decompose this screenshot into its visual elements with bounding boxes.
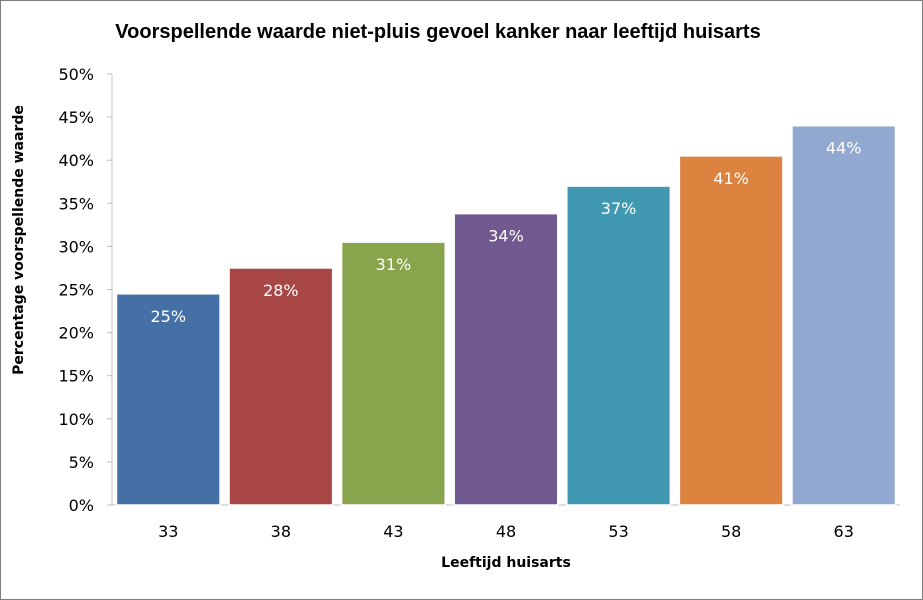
bar-43	[340, 241, 446, 506]
y-tick-label: 30%	[58, 237, 94, 256]
chart-title: Voorspellende waarde niet-pluis gevoel k…	[115, 21, 760, 43]
x-tick-label: 43	[383, 522, 403, 541]
y-tick-label: 45%	[58, 108, 94, 127]
bar-58	[678, 155, 784, 506]
x-tick-label: 53	[608, 522, 628, 541]
y-tick-label: 40%	[58, 151, 94, 170]
bar-data-label: 25%	[151, 307, 187, 326]
bar-data-label: 34%	[488, 227, 524, 246]
bars-group	[115, 124, 897, 506]
y-axis-ticks: 0% 5% 10% 15% 20% 25% 30% 35% 40% 45% 50%	[58, 65, 112, 515]
bar-data-label: 44%	[826, 139, 862, 158]
y-tick-label: 0%	[69, 496, 94, 515]
x-axis-title: Leeftijd huisarts	[441, 555, 571, 571]
y-tick-label: 5%	[69, 453, 94, 472]
bar-33	[115, 293, 221, 506]
x-tick-label: 38	[271, 522, 291, 541]
x-tick-label: 48	[496, 522, 516, 541]
bar-data-label: 41%	[713, 169, 749, 188]
bar-data-label: 31%	[376, 255, 412, 274]
x-tick-label: 63	[834, 522, 854, 541]
y-tick-label: 50%	[58, 65, 94, 84]
y-tick-label: 15%	[58, 367, 94, 386]
y-tick-label: 25%	[58, 281, 94, 300]
bar-63	[791, 124, 897, 506]
bar-48	[453, 212, 559, 506]
bar-53	[566, 185, 672, 506]
x-axis-ticks: 33 38 43 48 53 58 63	[158, 522, 854, 541]
bar-data-label: 37%	[601, 199, 637, 218]
bar-data-label: 28%	[263, 281, 299, 300]
y-tick-label: 10%	[58, 410, 94, 429]
y-tick-label: 35%	[58, 194, 94, 213]
y-tick-label: 20%	[58, 324, 94, 343]
y-axis-title: Percentage voorspellende waarde	[11, 105, 27, 375]
bar-38	[228, 267, 334, 506]
x-tick-label: 58	[721, 522, 741, 541]
x-tick-label: 33	[158, 522, 178, 541]
bar-labels-group: 25% 28% 31% 34% 37% 41% 44%	[151, 139, 862, 326]
